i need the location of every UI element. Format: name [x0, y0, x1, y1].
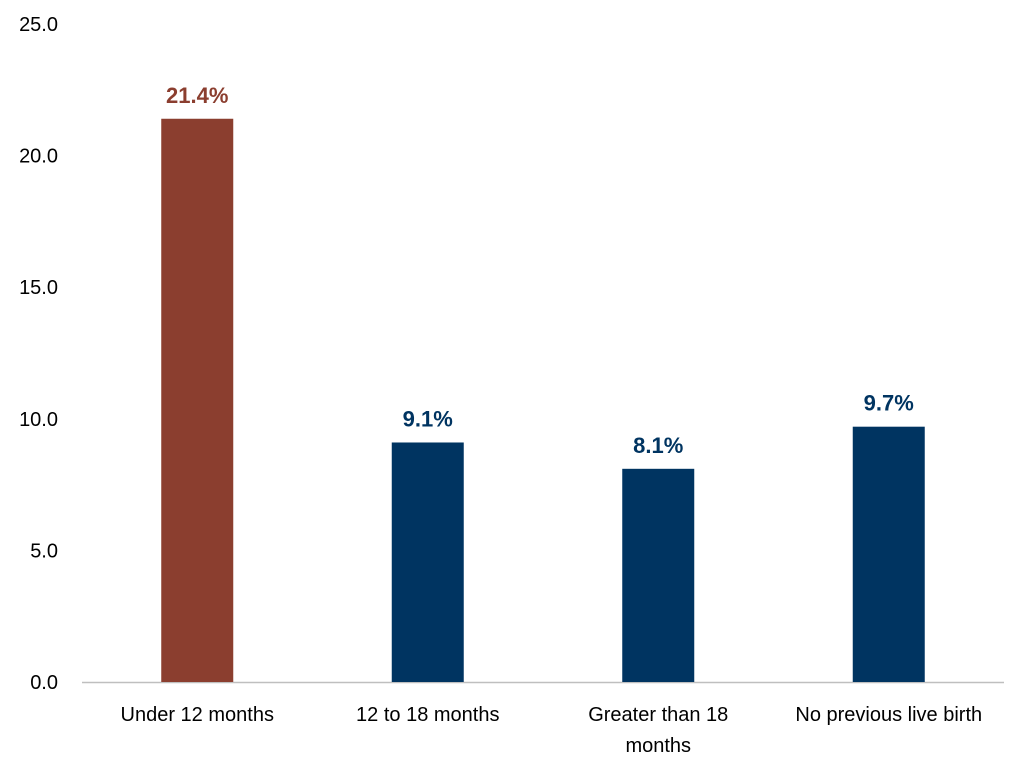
y-axis: 0.0 5.0 10.0 15.0 20.0 25.0 — [19, 14, 58, 694]
x-tick-label-line: No previous live birth — [795, 704, 982, 726]
bar — [852, 426, 925, 682]
bars — [161, 118, 925, 682]
data-label: 9.1% — [403, 406, 453, 431]
y-tick-label: 5.0 — [30, 540, 58, 562]
x-tick-label-line: months — [625, 735, 691, 757]
data-label: 9.7% — [864, 391, 914, 416]
bar — [161, 118, 234, 682]
x-tick-label-line: Under 12 months — [121, 704, 274, 726]
x-tick-label: 12 to 18 months — [356, 704, 499, 726]
data-label: 21.4% — [166, 83, 228, 108]
x-tick-label: Greater than 18 months — [588, 704, 728, 757]
x-tick-label: No previous live birth — [795, 704, 982, 726]
y-tick-label: 0.0 — [30, 672, 58, 694]
y-tick-label: 10.0 — [19, 409, 58, 431]
x-tick-label: Under 12 months — [121, 704, 274, 726]
y-tick-label: 15.0 — [19, 277, 58, 299]
x-axis: Under 12 months 12 to 18 months Greater th… — [82, 681, 1004, 757]
bar — [622, 468, 695, 682]
data-label: 8.1% — [633, 433, 683, 458]
bar — [391, 442, 464, 682]
x-tick-label-line: Greater than 18 — [588, 704, 728, 726]
y-tick-label: 20.0 — [19, 146, 58, 168]
x-tick-label-line: 12 to 18 months — [356, 704, 499, 726]
y-tick-label: 25.0 — [19, 14, 58, 36]
data-labels: 21.4% 9.1% 8.1% 9.7% — [166, 83, 914, 458]
